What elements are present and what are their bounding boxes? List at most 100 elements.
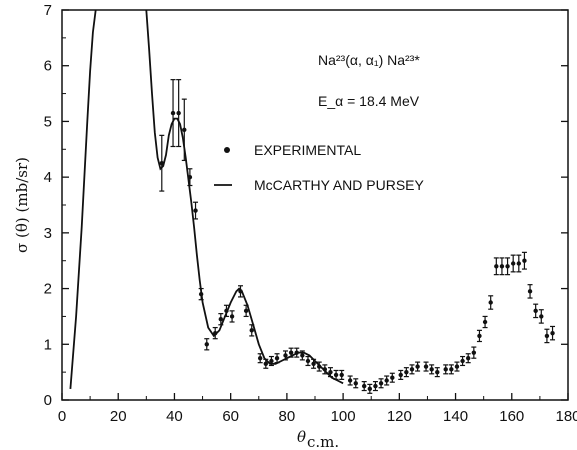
y-tick-label: 0 [44,392,52,409]
experimental-point [268,355,274,367]
data-point [305,358,311,364]
x-axis-label-symbol: θ [297,428,306,446]
experimental-point [443,364,449,375]
experimental-point [493,257,499,276]
experimental-point [263,358,269,369]
data-point [423,364,429,369]
x-tick-label: 100 [331,408,356,425]
y-tick-label: 3 [44,225,52,242]
experimental-point [434,367,440,378]
experimental-point [305,355,311,367]
experimental-point [311,358,317,369]
experimental-point [159,134,165,192]
data-point [263,361,269,366]
experimental-point [398,369,404,380]
experimental-point [243,304,249,318]
data-point [539,314,544,319]
experimental-point [389,372,395,383]
experimental-point [223,304,229,318]
experimental-point [460,355,466,367]
experimental-point [415,361,421,372]
experimental-point [176,79,182,148]
data-point [488,300,493,305]
experimental-point [181,98,187,162]
data-point [449,367,454,372]
experimental-point [316,361,322,372]
experimental-point [550,325,556,341]
x-tick-label: 40 [166,408,183,425]
experimental-point [538,309,544,324]
data-point [516,261,522,266]
y-tick-label: 1 [44,336,52,353]
legend-marker-experimental [224,147,230,153]
experimental-point [378,378,384,389]
experimental-point [170,79,176,148]
data-point [398,372,403,378]
experimental-point [299,350,305,361]
experimental-point [384,375,390,386]
data-point [218,317,224,322]
experimental-point [403,367,409,378]
data-point [300,353,305,358]
experimental-point [533,303,539,319]
data-point [435,369,440,375]
data-point [159,161,164,166]
data-point [533,308,538,314]
y-tick-label: 6 [44,58,52,75]
experimental-point [361,381,367,392]
y-axis-ticks: 0 1 2 3 4 5 6 7 [44,2,568,409]
x-axis-label-subscript: c.m. [307,433,339,450]
data-point [499,264,505,269]
data-point [404,369,409,375]
y-tick-label: 2 [44,281,52,298]
data-point [238,289,243,294]
data-point [224,308,229,314]
experimental-point [294,347,300,358]
data-point [471,350,477,355]
experimental-point [471,346,477,359]
experimental-point [229,310,235,323]
x-tick-label: 140 [443,408,468,425]
experimental-point [257,353,263,364]
x-axis-label: θ c.m. [297,428,339,450]
data-point [384,378,389,383]
experimental-point [476,329,482,343]
data-point [294,350,299,355]
data-point [170,110,176,116]
data-point [249,328,254,333]
experimental-point [465,353,471,364]
experimental-point [218,313,224,326]
data-point [257,356,263,361]
experimental-point [521,251,527,270]
experimental-point [499,257,505,276]
x-tick-label: 120 [387,408,412,425]
experimental-point [249,324,255,337]
experimental-point [505,257,511,276]
data-point [322,367,328,372]
data-point [176,110,181,116]
experimental-point [282,350,288,361]
data-point [193,208,198,213]
data-point [415,364,420,369]
experimental-point [187,168,193,187]
data-point [494,264,499,269]
data-point [187,174,193,180]
data-point [204,342,209,347]
experimental-point [423,361,429,372]
legend: EXPERIMENTAL McCARTHY AND PURSEY [214,142,425,193]
data-point [373,383,378,389]
x-tick-label: 160 [499,408,524,425]
experimental-point [409,364,415,375]
experimental-point [288,347,294,358]
x-tick-label: 60 [222,408,239,425]
data-point [454,364,460,369]
experimental-point [516,254,522,273]
data-point [333,372,339,378]
experimental-point [454,361,460,372]
experimental-point [198,287,204,301]
y-tick-label: 4 [44,169,52,186]
data-point [390,375,395,380]
reaction-annotation: Na²³(α, α₁) Na²³* [318,52,420,68]
data-point [505,264,510,269]
experimental-point [488,295,494,310]
